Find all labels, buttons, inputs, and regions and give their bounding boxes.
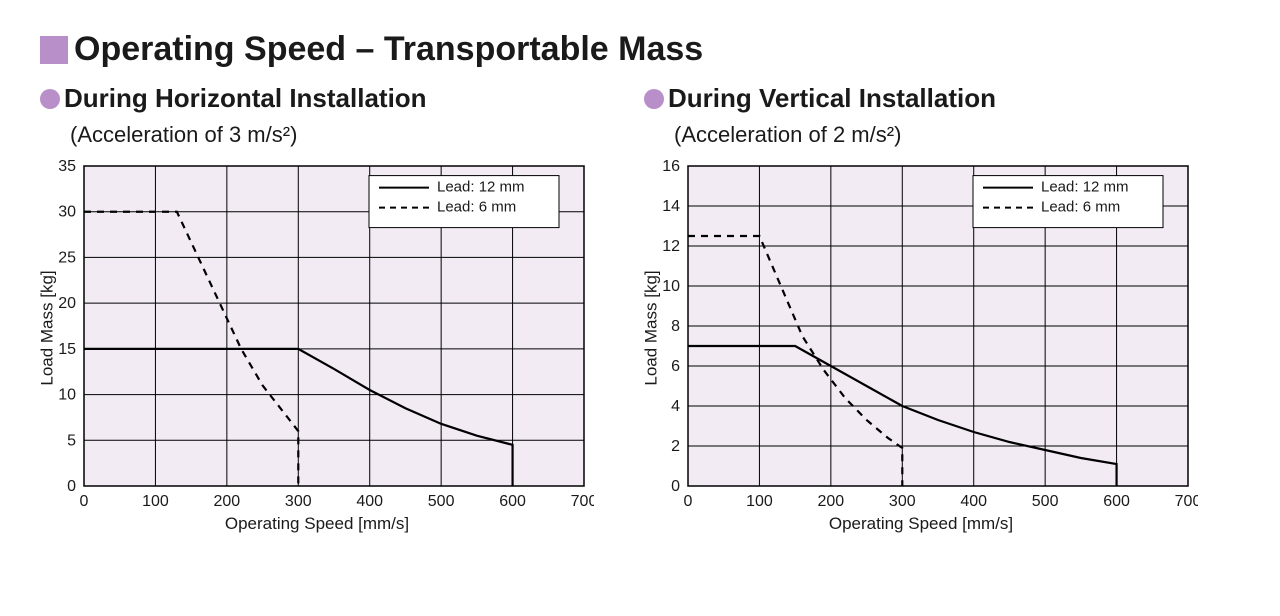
chart-col-vertical: During Vertical Installation (Accelerati… — [644, 83, 1198, 534]
circle-bullet-icon — [644, 89, 664, 109]
svg-text:Lead: 6 mm: Lead: 6 mm — [1041, 199, 1120, 216]
svg-text:14: 14 — [662, 198, 680, 215]
svg-text:700: 700 — [571, 493, 594, 510]
svg-text:Lead: 12 mm: Lead: 12 mm — [1041, 179, 1129, 196]
svg-text:300: 300 — [889, 493, 916, 510]
x-axis-label: Operating Speed [mm/s] — [644, 514, 1198, 534]
chart-svg-0: 0 100 200 300 400 500 600 700 0 5 10 15 20 25 30 35 Lead… — [40, 158, 594, 514]
svg-text:6: 6 — [671, 358, 680, 375]
svg-text:10: 10 — [58, 387, 76, 404]
svg-text:400: 400 — [960, 493, 987, 510]
x-axis-label: Operating Speed [mm/s] — [40, 514, 594, 534]
svg-text:Lead: 12 mm: Lead: 12 mm — [437, 179, 525, 196]
svg-text:100: 100 — [142, 493, 169, 510]
svg-text:0: 0 — [671, 478, 680, 495]
circle-bullet-icon — [40, 89, 60, 109]
main-title: Operating Speed – Transportable Mass — [74, 30, 703, 69]
svg-text:15: 15 — [58, 341, 76, 358]
sub-title: During Horizontal Installation — [64, 83, 427, 114]
y-axis-label: Load Mass [kg] — [642, 270, 662, 385]
svg-text:100: 100 — [746, 493, 773, 510]
svg-text:0: 0 — [67, 478, 76, 495]
sub-title-row: During Vertical Installation — [644, 83, 1198, 114]
svg-text:30: 30 — [58, 204, 76, 221]
svg-text:200: 200 — [818, 493, 845, 510]
svg-text:25: 25 — [58, 249, 76, 266]
svg-text:500: 500 — [1032, 493, 1059, 510]
svg-text:600: 600 — [1103, 493, 1130, 510]
svg-text:2: 2 — [671, 438, 680, 455]
svg-text:20: 20 — [58, 295, 76, 312]
sub-title-row: During Horizontal Installation — [40, 83, 594, 114]
square-bullet-icon — [40, 36, 68, 64]
svg-text:300: 300 — [285, 493, 312, 510]
svg-text:700: 700 — [1175, 493, 1198, 510]
svg-text:600: 600 — [499, 493, 526, 510]
accel-label: (Acceleration of 3 m/s²) — [70, 122, 594, 148]
chart-col-horizontal: During Horizontal Installation (Accelera… — [40, 83, 594, 534]
chart-svg-1: 0 100 200 300 400 500 600 700 0 2 4 6 8 10 12 14 16 Lead:… — [644, 158, 1198, 514]
svg-text:Lead: 6 mm: Lead: 6 mm — [437, 199, 516, 216]
svg-text:4: 4 — [671, 398, 680, 415]
svg-text:16: 16 — [662, 158, 680, 175]
svg-text:10: 10 — [662, 278, 680, 295]
svg-text:12: 12 — [662, 238, 680, 255]
y-axis-label: Load Mass [kg] — [38, 270, 58, 385]
main-title-row: Operating Speed – Transportable Mass — [40, 30, 1240, 69]
svg-text:0: 0 — [80, 493, 89, 510]
plot-wrap-0: Load Mass [kg] 0 100 200 300 400 500 600 700 0 5 1… — [40, 158, 594, 534]
sub-title: During Vertical Installation — [668, 83, 996, 114]
svg-text:5: 5 — [67, 432, 76, 449]
plot-wrap-1: Load Mass [kg] 0 100 200 300 400 500 600 700 0 2 4… — [644, 158, 1198, 534]
svg-text:0: 0 — [684, 493, 693, 510]
accel-label: (Acceleration of 2 m/s²) — [674, 122, 1198, 148]
charts-row: During Horizontal Installation (Accelera… — [40, 83, 1240, 534]
svg-text:400: 400 — [356, 493, 383, 510]
svg-text:500: 500 — [428, 493, 455, 510]
page-root: Operating Speed – Transportable Mass Dur… — [0, 0, 1280, 564]
svg-text:200: 200 — [214, 493, 241, 510]
svg-text:8: 8 — [671, 318, 680, 335]
svg-text:35: 35 — [58, 158, 76, 175]
